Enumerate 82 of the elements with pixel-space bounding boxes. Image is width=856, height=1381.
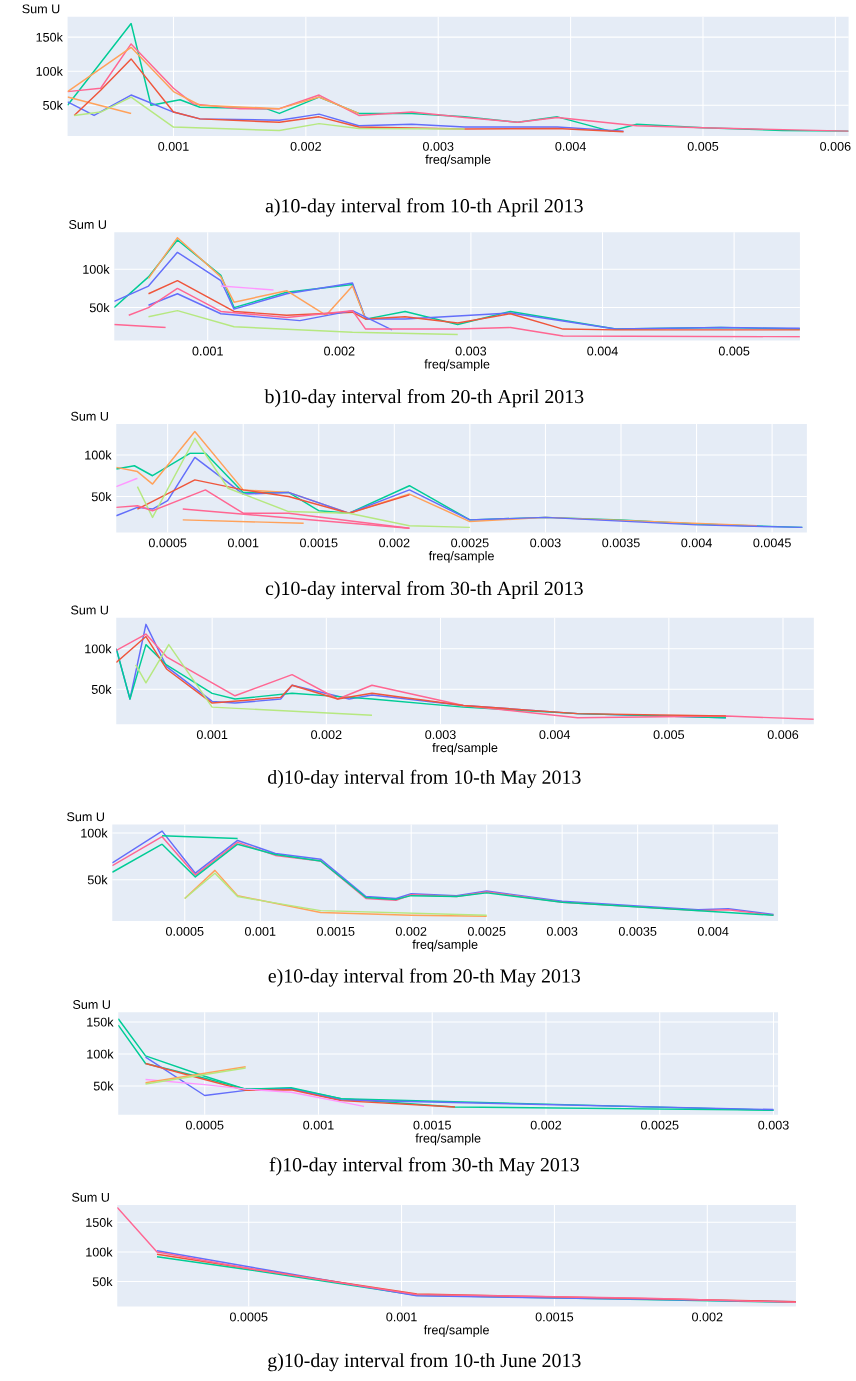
x-tick-label: 0.006 [767, 730, 799, 740]
x-tick-label: 0.004 [539, 730, 571, 740]
x-axis-title: freq/sample [424, 359, 490, 372]
x-tick-label: 0.001 [245, 926, 276, 936]
x-tick-label: 0.005 [687, 141, 719, 151]
x-tick-label: 0.0005 [166, 926, 204, 936]
y-tick-label: 50k [93, 1276, 113, 1287]
x-tick-label: 0.0015 [317, 926, 355, 936]
text: c)10-day interval from 30-th April 2013 [266, 580, 584, 600]
x-tick-label: 0.003 [423, 141, 454, 151]
y-tick-label: 100k [87, 1049, 114, 1059]
text: a)10-day interval from 10-th April 2013 [266, 198, 584, 217]
x-tick-label: 0.0005 [230, 1312, 268, 1322]
x-tick-label: 0.003 [758, 1120, 789, 1130]
x-tick-label: 0.0035 [602, 538, 640, 548]
x-tick-label: 0.003 [455, 346, 487, 356]
text: e)10-day interval from 20-th May 2013 [268, 968, 581, 987]
x-tick-label: 0.002 [290, 141, 322, 151]
x-tick-label: 0.0015 [535, 1312, 574, 1322]
y-axis-title: Sum U [22, 4, 60, 14]
y-axis-title: Sum U [71, 411, 109, 421]
x-axis-title: freq/sample [415, 1133, 481, 1146]
x-tick-label: 0.002 [530, 1120, 562, 1130]
x-tick-label: 0.0045 [753, 538, 792, 548]
y-axis-title: Sum U [69, 220, 107, 229]
y-tick-label: 50k [92, 684, 112, 694]
x-tick-label: 0.005 [653, 730, 685, 740]
x-tick-label: 0.002 [311, 730, 342, 740]
x-tick-label: 0.0025 [451, 538, 489, 548]
x-tick-label: 0.003 [547, 926, 578, 936]
x-tick-label: 0.001 [303, 1120, 334, 1130]
x-tick-label: 0.004 [681, 538, 713, 548]
x-tick-label: 0.0025 [468, 926, 506, 936]
y-tick-label: 50k [90, 302, 110, 313]
x-tick-label: 0.001 [228, 538, 259, 548]
x-tick-label: 0.002 [324, 346, 355, 356]
x-axis-title: freq/sample [432, 742, 498, 755]
x-axis-title: freq/sample [425, 154, 491, 167]
y-tick-label: 100k [83, 264, 110, 274]
y-tick-label: 100k [85, 644, 112, 654]
y-tick-label: 100k [85, 450, 112, 460]
text: d)10-day interval from 10-th May 2013 [268, 769, 581, 788]
x-axis-title: freq/sample [412, 939, 478, 952]
x-tick-label: 0.001 [386, 1312, 417, 1322]
x-axis-title: freq/sample [429, 551, 495, 563]
x-tick-label: 0.0005 [186, 1120, 224, 1130]
y-tick-label: 150k [86, 1217, 113, 1227]
y-tick-label: 100k [81, 828, 108, 838]
y-axis-title: Sum U [71, 605, 109, 615]
y-tick-label: 50k [92, 491, 112, 502]
x-tick-label: 0.006 [820, 141, 851, 151]
text: f)10-day interval from 30-th May 2013 [269, 1157, 580, 1176]
x-axis-title: freq/sample [424, 1325, 490, 1337]
y-axis-title: Sum U [73, 1000, 111, 1009]
y-tick-label: 150k [36, 32, 64, 42]
x-tick-label: 0.002 [379, 538, 410, 548]
x-tick-label: 0.005 [719, 346, 750, 356]
x-tick-label: 0.0015 [413, 1120, 452, 1130]
y-tick-label: 100k [86, 1247, 113, 1257]
x-tick-label: 0.003 [425, 730, 456, 740]
x-tick-label: 0.001 [192, 346, 224, 356]
y-axis-title: Sum U [67, 812, 105, 822]
x-tick-label: 0.004 [587, 346, 619, 356]
text: g)10-day interval from 10-th June 2013 [268, 1352, 581, 1372]
x-tick-label: 0.002 [692, 1312, 723, 1322]
x-tick-label: 0.004 [698, 926, 729, 936]
x-tick-label: 0.0005 [149, 538, 187, 548]
x-tick-label: 0.001 [158, 141, 189, 151]
y-tick-label: 50k [43, 100, 64, 110]
x-tick-label: 0.001 [197, 730, 228, 740]
x-tick-label: 0.003 [530, 538, 561, 548]
x-tick-label: 0.0015 [300, 538, 338, 548]
x-tick-label: 0.0025 [641, 1120, 679, 1130]
y-tick-label: 150k [87, 1017, 114, 1027]
y-axis-title: Sum U [72, 1192, 110, 1202]
y-tick-label: 50k [88, 875, 108, 885]
y-tick-label: 100k [36, 66, 64, 76]
text: b)10-day interval from 20-th April 2013 [264, 389, 584, 408]
x-tick-label: 0.0035 [619, 926, 657, 936]
x-tick-label: 0.004 [555, 141, 587, 151]
y-tick-label: 50k [94, 1081, 114, 1091]
x-tick-label: 0.002 [396, 926, 427, 936]
